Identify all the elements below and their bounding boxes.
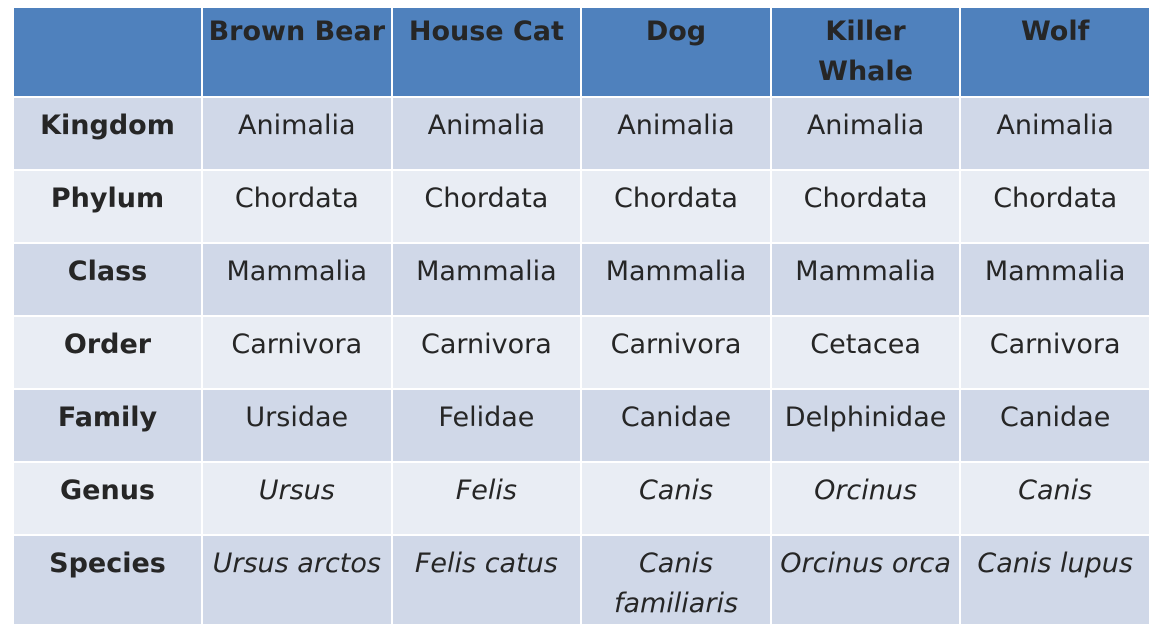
row-header-order: Order [12, 315, 203, 390]
table-cell: Delphinidae [769, 388, 962, 463]
table-cell: Orcinus orca [769, 534, 962, 626]
table-cell: Carnivora [580, 315, 772, 390]
table-cell: Chordata [580, 169, 772, 244]
table-cell: Animalia [580, 96, 772, 171]
table-cell: Orcinus [769, 461, 962, 536]
table-row-order: Order Carnivora Carnivora Carnivora Ceta… [12, 315, 1151, 390]
table-cell: Canis [580, 461, 772, 536]
table-cell: Mammalia [580, 242, 772, 317]
table-body: Kingdom Animalia Animalia Animalia Anima… [12, 96, 1151, 626]
table-cell: Animalia [201, 96, 393, 171]
table-cell: Canis lupus [959, 534, 1151, 626]
column-header-dog: Dog [580, 6, 772, 98]
table-cell: Chordata [959, 169, 1151, 244]
table-cell: Chordata [390, 169, 583, 244]
table-row-phylum: Phylum Chordata Chordata Chordata Chorda… [12, 169, 1151, 244]
row-header-species: Species [12, 534, 203, 626]
column-header-killer-whale: Killer Whale [769, 6, 962, 98]
corner-header-cell [12, 6, 203, 98]
row-header-class: Class [12, 242, 203, 317]
table-cell: Mammalia [201, 242, 393, 317]
table-cell: Felis catus [390, 534, 583, 626]
table-cell: Ursidae [201, 388, 393, 463]
table-cell: Canis [959, 461, 1151, 536]
row-header-kingdom: Kingdom [12, 96, 203, 171]
row-header-phylum: Phylum [12, 169, 203, 244]
taxonomy-table: Brown Bear House Cat Dog Killer Whale Wo… [12, 6, 1151, 626]
table-row-species: Species Ursus arctos Felis catus Canis f… [12, 534, 1151, 626]
table-cell: Animalia [959, 96, 1151, 171]
table-header: Brown Bear House Cat Dog Killer Whale Wo… [12, 6, 1151, 98]
table-cell: Felis [390, 461, 583, 536]
row-header-genus: Genus [12, 461, 203, 536]
table-cell: Chordata [769, 169, 962, 244]
table-cell: Mammalia [390, 242, 583, 317]
column-header-wolf: Wolf [959, 6, 1151, 98]
column-header-house-cat: House Cat [390, 6, 583, 98]
table-cell: Ursus [201, 461, 393, 536]
table-cell: Animalia [390, 96, 583, 171]
column-header-brown-bear: Brown Bear [201, 6, 393, 98]
row-header-family: Family [12, 388, 203, 463]
table-row-kingdom: Kingdom Animalia Animalia Animalia Anima… [12, 96, 1151, 171]
table-cell: Canidae [580, 388, 772, 463]
table-cell: Canis familiaris [580, 534, 772, 626]
table-row-class: Class Mammalia Mammalia Mammalia Mammali… [12, 242, 1151, 317]
table-cell: Chordata [201, 169, 393, 244]
table-cell: Animalia [769, 96, 962, 171]
table-cell: Mammalia [769, 242, 962, 317]
table-cell: Mammalia [959, 242, 1151, 317]
header-row: Brown Bear House Cat Dog Killer Whale Wo… [12, 6, 1151, 98]
table-cell: Carnivora [959, 315, 1151, 390]
table-cell: Felidae [390, 388, 583, 463]
table-row-family: Family Ursidae Felidae Canidae Delphinid… [12, 388, 1151, 463]
table-cell: Carnivora [390, 315, 583, 390]
table-cell: Ursus arctos [201, 534, 393, 626]
table-cell: Cetacea [769, 315, 962, 390]
table-cell: Carnivora [201, 315, 393, 390]
table-row-genus: Genus Ursus Felis Canis Orcinus Canis [12, 461, 1151, 536]
table-cell: Canidae [959, 388, 1151, 463]
